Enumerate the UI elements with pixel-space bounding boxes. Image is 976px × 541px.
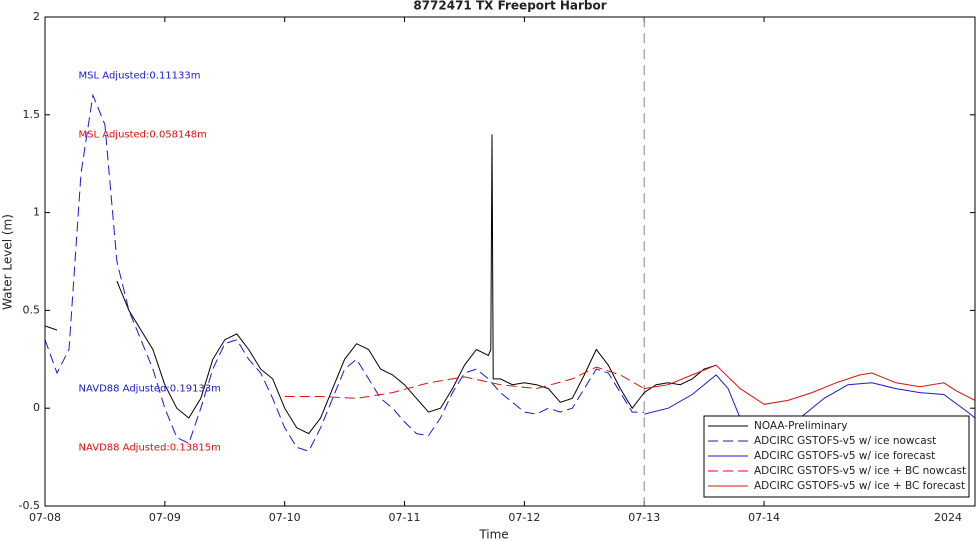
- legend-label: ADCIRC GSTOFS-v5 w/ ice + BC nowcast: [754, 465, 966, 477]
- x-tick-label: 07-10: [269, 511, 301, 524]
- y-tick-label: -0.5: [19, 499, 40, 512]
- plot-lines: [45, 93, 975, 452]
- y-tick-label: 2: [33, 10, 40, 23]
- x-tick-label: 07-08: [29, 511, 61, 524]
- plot-frame: [44, 16, 976, 507]
- y-tick-label: 0.5: [23, 303, 41, 316]
- legend-label: ADCIRC GSTOFS-v5 w/ ice forecast: [754, 450, 935, 462]
- x-tick-label: 07-09: [149, 511, 181, 524]
- series-line: [45, 93, 645, 452]
- annotation: NAVD88 Adjusted:0.19133m: [79, 384, 221, 395]
- series-line: [644, 364, 975, 405]
- legend-label: ADCIRC GSTOFS-v5 w/ ice + BC forecast: [754, 480, 965, 492]
- year-label: 2024: [934, 511, 962, 524]
- annotation: NAVD88 Adjusted:0.13815m: [79, 442, 221, 453]
- y-tick-label: 0: [33, 401, 40, 414]
- x-tick-label: 07-13: [628, 511, 660, 524]
- y-tick-label: 1: [33, 206, 40, 219]
- legend-box: [703, 415, 970, 498]
- legend-label: ADCIRC GSTOFS-v5 w/ ice nowcast: [754, 435, 936, 447]
- annotation: MSL Adjusted:0.11133m: [79, 71, 201, 82]
- series-line: [284, 366, 645, 399]
- x-tick-label: 07-14: [748, 511, 780, 524]
- series-line: [45, 134, 717, 435]
- legend-label: NOAA-Preliminary: [754, 420, 847, 432]
- y-tick-label: 1.5: [23, 108, 41, 121]
- x-tick-label: 07-12: [508, 511, 540, 524]
- chart-title: 8772471 TX Freeport Harbor: [413, 0, 606, 13]
- x-axis-label: Time: [478, 528, 508, 541]
- y-axis-label: Water Level (m): [1, 214, 15, 310]
- annotation: MSL Adjusted:0.058148m: [79, 129, 207, 140]
- x-tick-label: 07-11: [389, 511, 421, 524]
